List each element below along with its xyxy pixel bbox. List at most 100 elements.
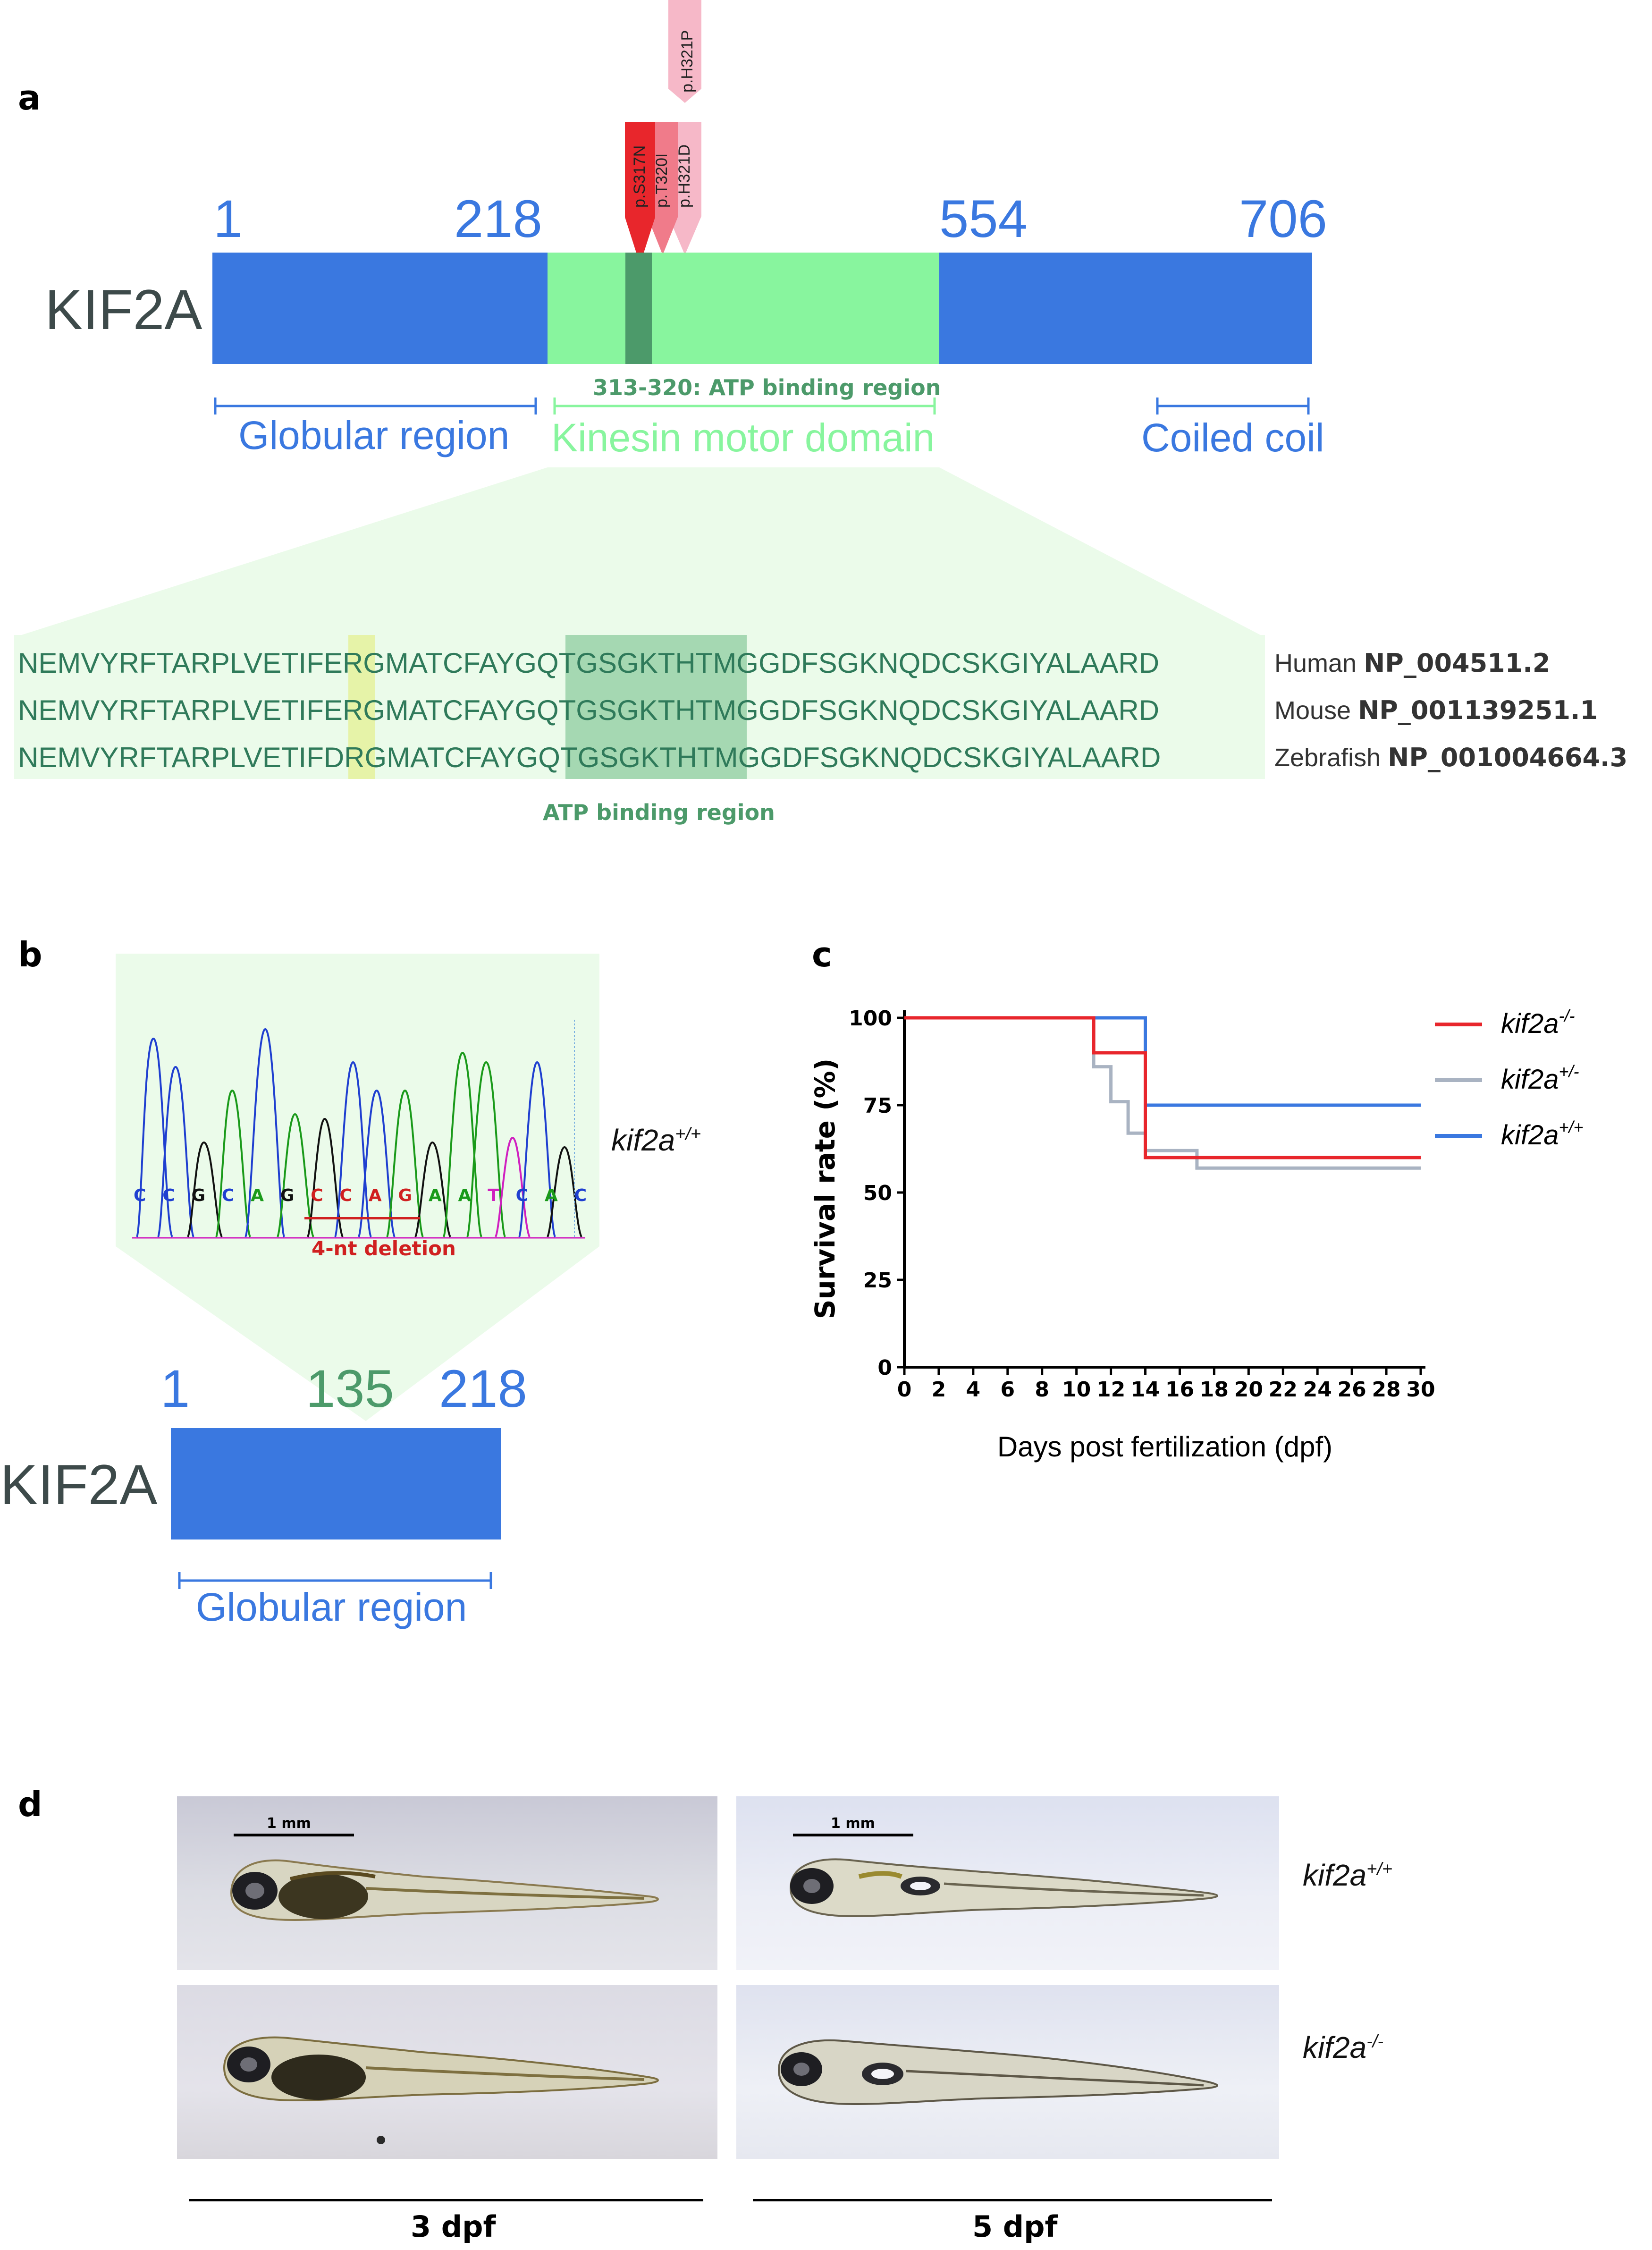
species-human: Human NP_004511.2: [1274, 648, 1551, 678]
x-tick-label: 16: [1165, 1378, 1194, 1402]
genotype-superscript: +/+: [1366, 1859, 1393, 1879]
base-call: C: [134, 1186, 146, 1205]
position-1: 1: [213, 189, 243, 248]
mutation-label-s317n: p.S317N: [631, 145, 649, 208]
base-call: G: [191, 1186, 206, 1205]
alignment-seq-human: NEMVYRFTARPLVETIFERGMATCFAYGQTGSGKTHTMGG…: [18, 647, 1160, 679]
mutation-label-h321p: p.H321P: [678, 30, 696, 93]
x-tick-label: 8: [1035, 1378, 1049, 1402]
x-axis-label: Days post fertilization (dpf): [997, 1431, 1332, 1463]
series-line-2: [904, 1016, 1421, 1107]
base-call-deleted: A: [368, 1186, 382, 1205]
atp-region-annotation: 313-320: ATP binding region: [593, 375, 941, 400]
chromatogram-genotype: kif2a+/+: [611, 1123, 701, 1158]
genotype-superscript: -/-: [1366, 2031, 1384, 2052]
x-tick-label: 0: [897, 1378, 912, 1402]
alignment-seq-zebrafish: NEMVYRFTARPLVETIFDRGMATCFAYGQTGSGKTHTMGG…: [18, 742, 1161, 773]
scale-bar-label: 1 mm: [831, 1815, 875, 1832]
truncated-position-1: 1: [160, 1359, 190, 1418]
species-zebrafish-name: Zebrafish: [1274, 744, 1381, 772]
y-tick-label: 75: [863, 1094, 892, 1118]
panel-a-letter: a: [18, 78, 41, 118]
alignment-zoom-shading: [14, 467, 1265, 779]
position-706: 706: [1239, 189, 1327, 248]
species-mouse: Mouse NP_001139251.1: [1274, 695, 1598, 725]
panel-b-letter: b: [18, 935, 42, 974]
legend-label-text: kif2a: [1501, 1064, 1559, 1095]
x-tick-label: 14: [1131, 1378, 1160, 1402]
species-human-name: Human: [1274, 649, 1357, 677]
x-tick-label: 26: [1338, 1378, 1366, 1402]
sanger-chromatogram: [132, 1020, 585, 1239]
base-call-deleted: G: [398, 1186, 412, 1205]
larva-photo-3dpf-wt: 1 mm: [177, 1796, 717, 1970]
genotype-label: kif2a: [1303, 2030, 1367, 2064]
truncated-globular-bar: [171, 1428, 501, 1539]
base-call-deleted: C: [311, 1186, 323, 1205]
series-line-0: [904, 1016, 1421, 1159]
coiled-coil-label: Coiled coil: [1141, 415, 1324, 460]
species-mouse-accession: NP_001139251.1: [1358, 695, 1598, 725]
timepoint-label-5dpf: 5 dpf: [972, 2209, 1058, 2244]
species-zebrafish: Zebrafish NP_001004664.3: [1274, 743, 1628, 772]
truncated-globular-label: Globular region: [196, 1585, 467, 1629]
base-call: T: [488, 1186, 499, 1205]
genotype-label: kif2a: [611, 1123, 675, 1157]
genotype-label: kif2a: [1303, 1858, 1367, 1892]
truncated-region-bracket: [178, 1572, 492, 1589]
base-call-deleted: C: [339, 1186, 352, 1205]
legend-label-sup: -/-: [1559, 1006, 1575, 1025]
alignment-seq-mouse: NEMVYRFTARPLVETIFERGMATCFAYGQTGSGKTHTMGG…: [18, 694, 1160, 726]
larva-photo-5dpf-wt: 1 mm: [736, 1796, 1279, 1970]
x-tick-label: 30: [1406, 1378, 1435, 1402]
panel-d-letter: d: [18, 1785, 42, 1824]
y-axis-label: Survival rate (%): [809, 1058, 841, 1320]
species-mouse-name: Mouse: [1274, 696, 1351, 725]
deletion-underline: [304, 1217, 420, 1219]
deletion-label: 4-nt deletion: [312, 1237, 456, 1260]
base-call: A: [458, 1186, 472, 1205]
photo-genotype-mutant: kif2a-/-: [1303, 2030, 1383, 2065]
mutation-flag-h321p: [668, 0, 701, 103]
chromatogram-zoom-shading: [116, 954, 599, 1421]
legend-label-text: kif2a: [1501, 1008, 1559, 1039]
base-call: C: [221, 1186, 235, 1205]
scale-bar-label: 1 mm: [267, 1815, 311, 1832]
timepoint-label-3dpf: 3 dpf: [411, 2209, 496, 2244]
x-tick-label: 18: [1200, 1378, 1229, 1402]
truncated-position-135: 135: [306, 1359, 394, 1418]
legend-label-text: kif2a: [1501, 1120, 1559, 1150]
species-zebrafish-accession: NP_001004664.3: [1388, 743, 1628, 772]
timepoint-bar-5dpf: [753, 2199, 1272, 2201]
base-call: A: [251, 1186, 264, 1205]
timepoint-bar-3dpf: [189, 2199, 703, 2201]
panel-c-letter: c: [812, 935, 832, 974]
x-tick-label: 24: [1303, 1378, 1332, 1402]
larva-illustration: [230, 1834, 659, 1921]
larva-illustration: [223, 2036, 659, 2144]
base-call: C: [515, 1186, 529, 1205]
legend-label: kif2a+/-: [1501, 1062, 1579, 1095]
x-tick-label: 6: [1000, 1378, 1015, 1402]
larva-illustration: [777, 2039, 1218, 2106]
series-line-1: [904, 1016, 1421, 1170]
y-tick-label: 100: [849, 1007, 892, 1031]
base-call: A: [544, 1186, 558, 1205]
legend-label-sup: +/+: [1559, 1117, 1584, 1137]
larva-photo-5dpf-mutant: [736, 1985, 1279, 2159]
x-tick-label: 2: [932, 1378, 946, 1402]
base-calls: C C G C A G C C A G A A T C A C: [134, 1186, 587, 1205]
genotype-superscript: +/+: [675, 1124, 701, 1144]
kinesin-motor-domain-bar: [548, 253, 939, 364]
y-tick-label: 25: [863, 1269, 892, 1293]
kinesin-motor-domain-label: Kinesin motor domain: [551, 415, 935, 460]
coiled-coil-domain-bar: [939, 253, 1312, 364]
atp-binding-caption: ATP binding region: [543, 800, 775, 825]
species-human-accession: NP_004511.2: [1364, 648, 1551, 678]
base-call: G: [280, 1186, 295, 1205]
legend-label: kif2a-/-: [1501, 1006, 1575, 1039]
mutation-flag-s317n: [625, 122, 655, 264]
region-brackets: [214, 398, 1310, 414]
larva-illustration: [789, 1834, 1218, 1918]
